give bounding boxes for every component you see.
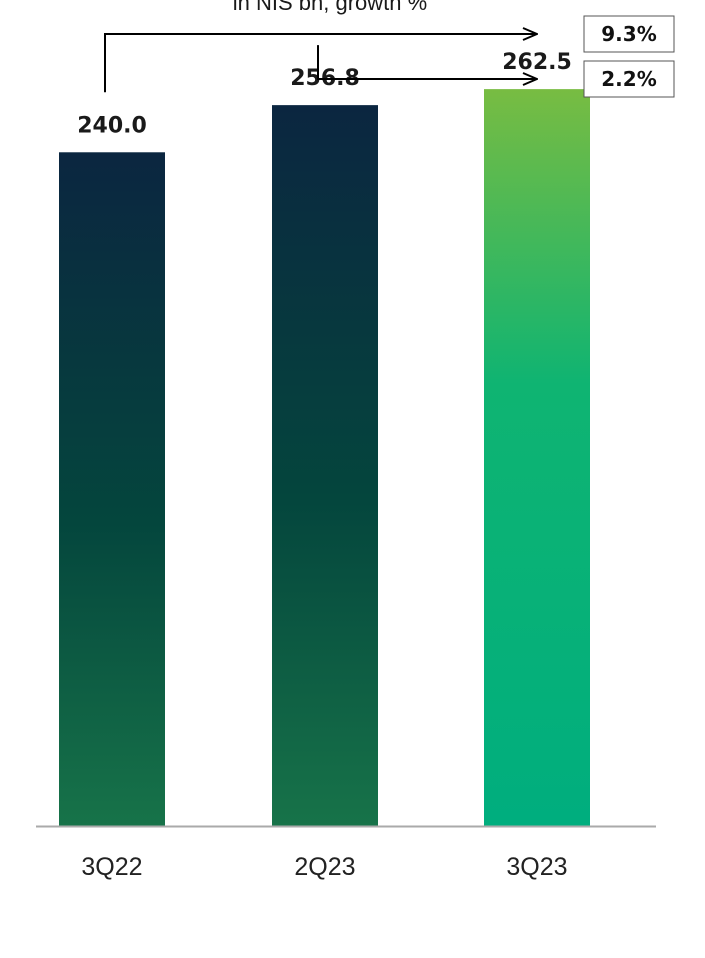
x-tick-label-3q22: 3Q22 <box>81 853 142 881</box>
growth-box-3q22 <box>583 15 675 53</box>
x-tick-label-2q23: 2Q23 <box>294 853 355 881</box>
value-label-3q23: 262.5 <box>502 50 572 75</box>
growth-arrow-3q22 <box>104 34 537 93</box>
growth-label-2q23: 2.2% <box>601 67 656 91</box>
bars-group <box>59 89 590 827</box>
bar-3q23 <box>484 89 590 826</box>
growth-box-2q23 <box>583 60 675 98</box>
value-label-3q22: 240.0 <box>77 113 147 138</box>
growth-arrow-2q23 <box>317 45 537 79</box>
x-tick-label-3q23: 3Q23 <box>506 853 567 881</box>
bar-2q23 <box>272 105 378 826</box>
bar-3q22 <box>59 152 165 827</box>
growth-label-3q22: 9.3% <box>601 22 656 46</box>
tick-labels-group: 3Q22 2Q23 3Q23 <box>81 853 567 881</box>
chart-subtitle: in NIS bn, growth % <box>233 0 427 15</box>
growth-annotations-group: 9.3% 2.2% <box>104 15 675 98</box>
